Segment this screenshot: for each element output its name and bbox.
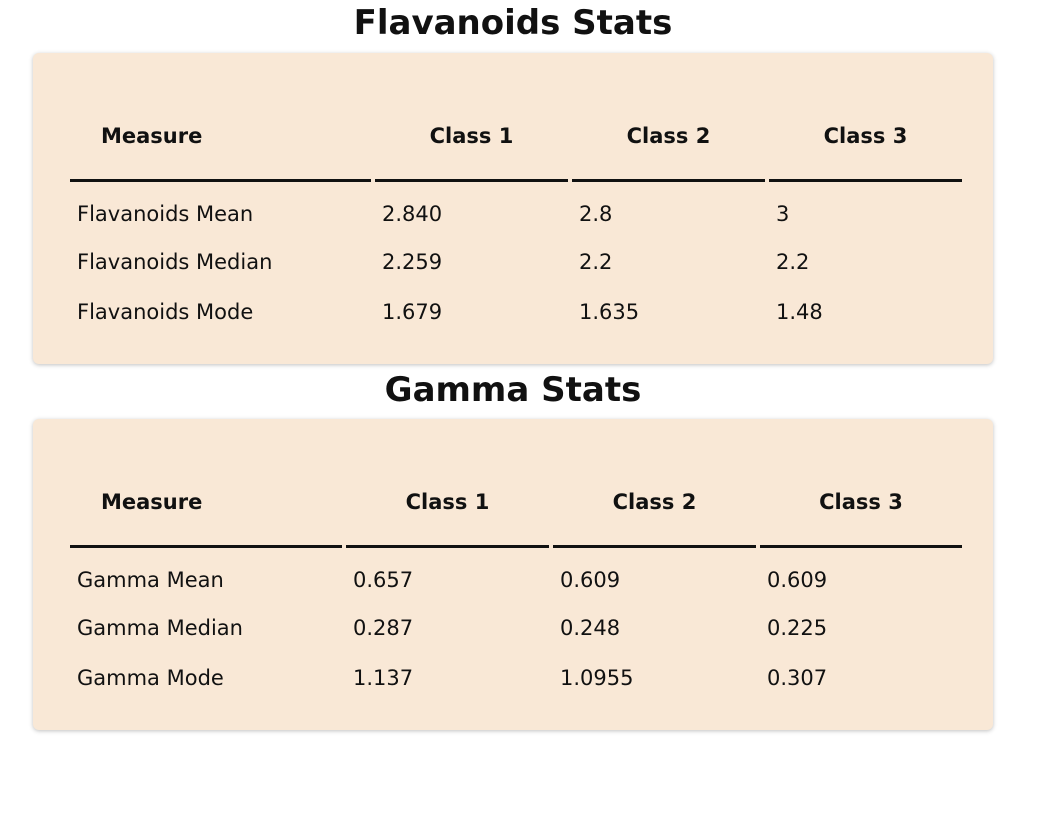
table-cell: 2.840 — [382, 201, 443, 226]
column-header-class-2: Class 2 — [553, 459, 756, 548]
table-row: Gamma Mean 0.657 0.609 0.609 — [70, 548, 962, 603]
row-label: Flavanoids Median — [77, 250, 273, 274]
table-cell: 0.225 — [767, 616, 828, 640]
column-header-measure: Measure — [70, 459, 342, 548]
column-header-measure: Measure — [70, 93, 371, 182]
table-cell: 1.48 — [776, 300, 823, 324]
table-cell: 0.287 — [353, 616, 414, 640]
table-cell: 2.8 — [579, 201, 613, 226]
table-row: Flavanoids Mean 2.840 2.8 3 — [70, 182, 962, 237]
row-label: Flavanoids Mean — [77, 201, 254, 226]
gamma-table: Measure Class 1 Class 2 Class 3 Gamma Me… — [66, 459, 966, 703]
row-label: Gamma Median — [77, 616, 243, 640]
flavanoids-table: Measure Class 1 Class 2 Class 3 Flavanoi… — [66, 93, 966, 337]
table-header-row: Measure Class 1 Class 2 Class 3 — [70, 93, 962, 182]
table-row: Gamma Median 0.287 0.248 0.225 — [70, 603, 962, 653]
row-label: Gamma Mean — [77, 567, 224, 592]
table-cell: 1.0955 — [560, 666, 634, 690]
table-cell: 0.307 — [767, 666, 828, 690]
table-row: Flavanoids Median 2.259 2.2 2.2 — [70, 237, 962, 287]
flavanoids-title: Flavanoids Stats — [353, 3, 673, 43]
gamma-title: Gamma Stats — [384, 370, 642, 410]
column-header-class-3: Class 3 — [760, 459, 962, 548]
table-header-row: Measure Class 1 Class 2 Class 3 — [70, 459, 962, 548]
row-label: Flavanoids Mode — [77, 300, 254, 324]
column-header-class-2: Class 2 — [572, 93, 765, 182]
column-header-class-1: Class 1 — [346, 459, 549, 548]
table-row: Flavanoids Mode 1.679 1.635 1.48 — [70, 287, 962, 337]
table-cell: 0.609 — [560, 567, 621, 592]
table-cell: 1.137 — [353, 666, 414, 690]
flavanoids-card: Measure Class 1 Class 2 Class 3 Flavanoi… — [33, 53, 993, 364]
table-cell: 0.609 — [767, 567, 828, 592]
table-row: Gamma Mode 1.137 1.0955 0.307 — [70, 653, 962, 703]
table-cell: 1.679 — [382, 300, 443, 324]
table-cell: 2.2 — [776, 250, 810, 274]
column-header-class-3: Class 3 — [769, 93, 962, 182]
table-cell: 0.248 — [560, 616, 621, 640]
row-label: Gamma Mode — [77, 666, 224, 690]
table-cell: 0.657 — [353, 567, 414, 592]
table-cell: 2.259 — [382, 250, 443, 274]
gamma-card: Measure Class 1 Class 2 Class 3 Gamma Me… — [33, 419, 993, 730]
table-cell: 2.2 — [579, 250, 613, 274]
column-header-class-1: Class 1 — [375, 93, 568, 182]
table-cell: 3 — [776, 201, 790, 226]
table-cell: 1.635 — [579, 300, 640, 324]
